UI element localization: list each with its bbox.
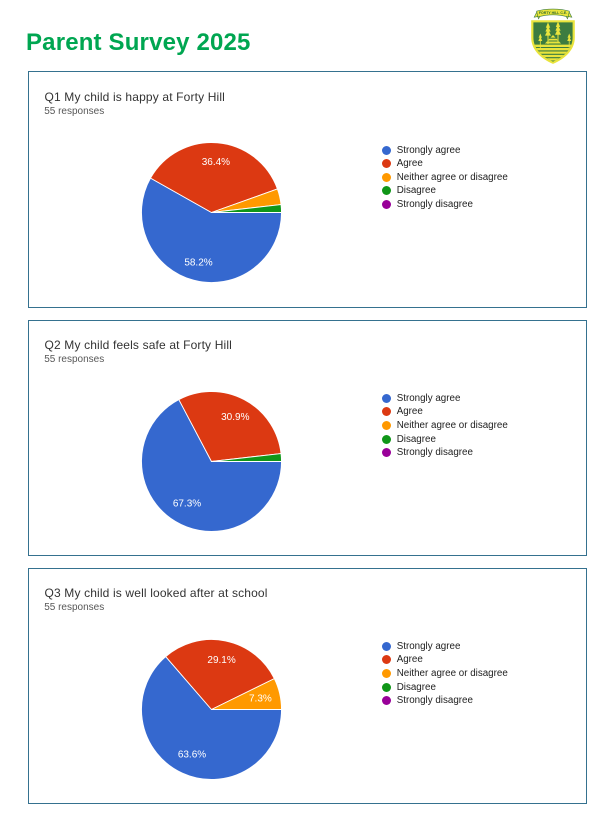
- svg-text:FORTY HILL C.E.: FORTY HILL C.E.: [539, 11, 567, 15]
- svg-text:29.1%: 29.1%: [207, 655, 235, 666]
- svg-text:7.3%: 7.3%: [249, 693, 272, 704]
- svg-text:36.4%: 36.4%: [202, 158, 230, 169]
- svg-text:30.9%: 30.9%: [221, 411, 249, 422]
- svg-text:67.3%: 67.3%: [173, 498, 201, 509]
- svg-text:63.6%: 63.6%: [178, 749, 206, 760]
- svg-text:58.2%: 58.2%: [184, 258, 212, 269]
